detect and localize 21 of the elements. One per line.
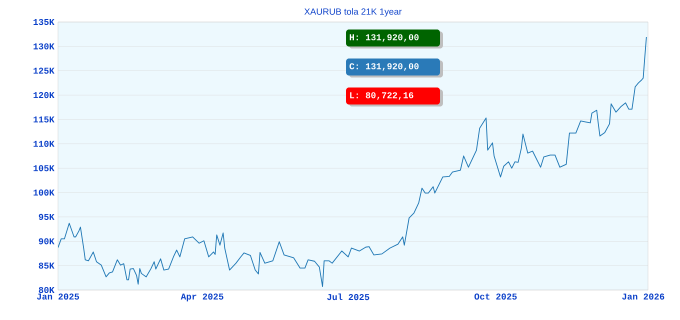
y-tick-label: 90K [38, 238, 54, 244]
y-tick-label: 110K [34, 140, 54, 147]
y-tick-label: 125K [34, 68, 54, 74]
y-tick-label: 120K [34, 92, 54, 98]
x-tick-label: Jul 2025 [327, 294, 370, 300]
y-tick-label: 115K [34, 116, 54, 122]
y-tick-label: 130K [34, 43, 54, 50]
y-tick-label: 135K [34, 18, 54, 26]
y-tick-label: 100K [34, 190, 54, 196]
y-tick-label: 105K [34, 165, 54, 172]
x-tick-label: Jan 2026 [622, 294, 664, 300]
annotation: H: 131,920,00 [350, 34, 419, 42]
annotation: L: 80,722,16 [350, 92, 414, 100]
y-tick-label: 80K [38, 286, 54, 294]
annotation: C: 131,920,00 [350, 63, 419, 71]
chart-title: XAURUB tola 21K 1year [304, 8, 402, 17]
x-tick-label: Oct 2025 [474, 294, 517, 300]
x-tick-label: Jan 2025 [36, 294, 80, 300]
x-tick-label: Apr 2025 [180, 294, 224, 302]
y-tick-label: 85K [38, 262, 54, 269]
y-tick-label: 95K [38, 214, 54, 220]
